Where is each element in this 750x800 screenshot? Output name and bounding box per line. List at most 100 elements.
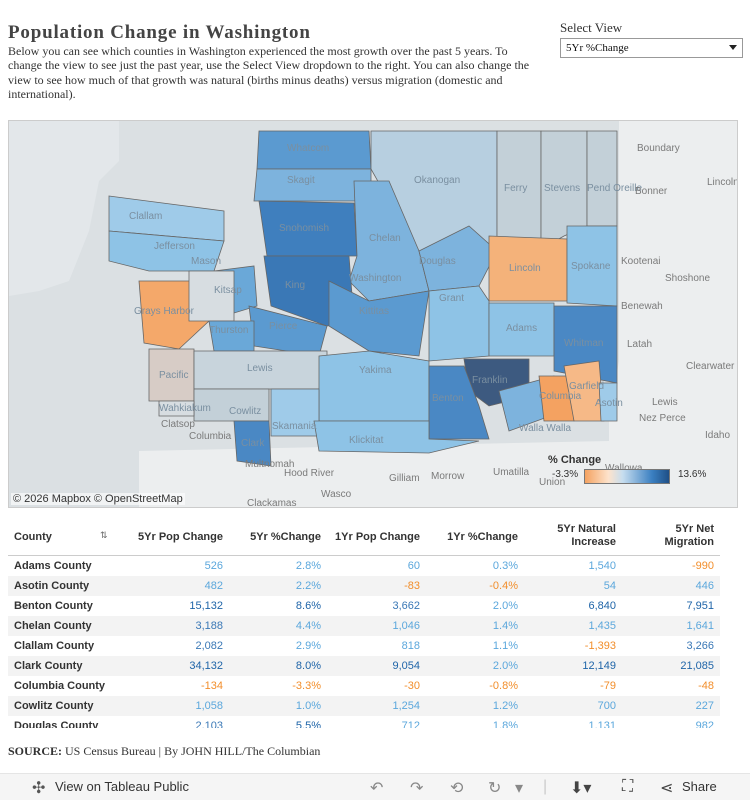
county-name: Columbia County bbox=[14, 680, 106, 692]
map-label: Skagit bbox=[287, 175, 315, 186]
table-cell: 700 bbox=[597, 700, 616, 712]
pause-icon[interactable]: ▾ bbox=[515, 780, 524, 797]
county-kittitas bbox=[328, 280, 430, 357]
column-header-5yr-natural-increase[interactable]: 5Yr Natural Increase bbox=[557, 523, 616, 548]
map-label: Nez Perce bbox=[639, 413, 686, 424]
map-attribution[interactable]: © 2026 Mapbox © OpenStreetMap bbox=[11, 493, 185, 505]
map-label: Yakima bbox=[359, 365, 392, 376]
county-map[interactable]: Whatcom Skagit Okanogan Ferry Stevens Pe… bbox=[8, 120, 738, 508]
table-cell: 0.3% bbox=[492, 560, 518, 572]
table-row[interactable]: Clallam County 2,082 2.9% 818 1.1% -1,393 3,26… bbox=[8, 636, 720, 656]
column-header-1yr-pop-change[interactable]: 1Yr Pop Change bbox=[335, 531, 420, 543]
tableau-toolbar: ✣ View on Tableau Public ↶ ↷ ⟲ ↻ ▾ | ⬇▾ … bbox=[0, 773, 750, 800]
table-cell: 446 bbox=[695, 580, 714, 592]
map-label: Benewah bbox=[621, 301, 663, 312]
table-row[interactable]: Clark County 34,132 8.0% 9,054 2.0% 12,149 21,… bbox=[8, 656, 720, 676]
select-view-value: 5Yr %Change bbox=[566, 42, 629, 54]
county-douglas bbox=[418, 225, 498, 292]
map-label: Columbia bbox=[539, 391, 582, 402]
county-name: Cowlitz County bbox=[14, 700, 94, 712]
revert-icon[interactable]: ⟲ bbox=[450, 780, 464, 797]
legend-max: 13.6% bbox=[678, 469, 707, 480]
fullscreen-icon[interactable]: ⛶ bbox=[622, 778, 634, 795]
table-row[interactable]: Adams County 526 2.8% 60 0.3% 1,540 -990 bbox=[8, 556, 720, 576]
map-label: Boundary bbox=[637, 143, 680, 154]
table-cell: 526 bbox=[204, 560, 223, 572]
column-header-5yr-pop-change[interactable]: 5Yr Pop Change bbox=[138, 531, 223, 543]
table-row[interactable]: Columbia County -134 -3.3% -30 -0.8% -79 -48 bbox=[8, 676, 720, 696]
tableau-logo-icon: ✣ bbox=[32, 780, 46, 797]
table-cell: 3,266 bbox=[686, 640, 714, 652]
table-cell: 227 bbox=[695, 700, 714, 712]
county-yakima bbox=[318, 350, 430, 422]
table-cell: 3,662 bbox=[392, 600, 420, 612]
map-label: Mason bbox=[191, 256, 221, 267]
select-view-dropdown[interactable]: 5Yr %Change bbox=[560, 38, 743, 58]
table-cell: 6,840 bbox=[588, 600, 616, 612]
refresh-icon[interactable]: ↻ bbox=[488, 780, 502, 797]
map-label: Stevens bbox=[544, 183, 580, 194]
table-cell: -1,393 bbox=[584, 640, 616, 652]
map-label: Klickitat bbox=[349, 435, 384, 446]
undo-icon[interactable]: ↶ bbox=[370, 780, 384, 797]
map-label: Walla Walla bbox=[519, 423, 571, 434]
table-cell: 1,058 bbox=[195, 700, 223, 712]
column-header-county[interactable]: County bbox=[14, 531, 52, 543]
table-row[interactable]: Benton County 15,132 8.6% 3,662 2.0% 6,840 7,9… bbox=[8, 596, 720, 616]
column-header-5yr-pct-change[interactable]: 5Yr %Change bbox=[250, 531, 321, 543]
table-cell: 1,254 bbox=[392, 700, 420, 712]
county-name: Douglas County bbox=[14, 720, 99, 728]
table-row[interactable]: Douglas County 2,103 5.5% 712 1.8% 1,131 982 bbox=[8, 716, 720, 728]
county-name: Chelan County bbox=[14, 620, 92, 632]
table-cell: -990 bbox=[691, 560, 714, 572]
share-icon[interactable]: ⋖ bbox=[660, 780, 674, 797]
map-label: Adams bbox=[506, 323, 537, 334]
map-label: Cowlitz bbox=[229, 406, 261, 417]
table-cell: 2.0% bbox=[492, 660, 518, 672]
map-label: Clark bbox=[241, 438, 265, 449]
column-header-1yr-pct-change[interactable]: 1Yr %Change bbox=[447, 531, 518, 543]
map-label: Wasco bbox=[321, 489, 352, 500]
table-cell: -79 bbox=[600, 680, 616, 692]
table-row[interactable]: Cowlitz County 1,058 1.0% 1,254 1.2% 700 227 bbox=[8, 696, 720, 716]
map-label: Lewis bbox=[247, 363, 273, 374]
table-cell: 7,951 bbox=[686, 600, 714, 612]
map-label: Lincoln bbox=[509, 263, 541, 274]
table-row[interactable]: Chelan County 3,188 4.4% 1,046 1.4% 1,435 1,64… bbox=[8, 616, 720, 636]
download-icon[interactable]: ⬇▾ bbox=[570, 780, 592, 797]
county-klickitat bbox=[313, 420, 480, 454]
map-label: Gilliam bbox=[389, 473, 420, 484]
county-table[interactable]: County ⇅ 5Yr Pop Change 5Yr %Change 1Yr … bbox=[8, 518, 720, 728]
map-label: Garfield bbox=[569, 381, 604, 392]
county-name: Adams County bbox=[14, 560, 92, 572]
county-asotin bbox=[598, 382, 618, 422]
idaho-area bbox=[609, 121, 737, 507]
map-label: Pend Oreille bbox=[587, 183, 642, 194]
map-label: Idaho bbox=[705, 430, 730, 441]
table-cell: 2.8% bbox=[295, 560, 321, 572]
redo-icon[interactable]: ↷ bbox=[410, 780, 424, 797]
table-cell: 2.9% bbox=[295, 640, 321, 652]
table-cell: 2,103 bbox=[195, 720, 223, 728]
table-cell: 60 bbox=[407, 560, 420, 572]
county-name: Clark County bbox=[14, 660, 83, 672]
map-label: Hood River bbox=[284, 468, 335, 479]
table-cell: 2.0% bbox=[492, 600, 518, 612]
page-title: Population Change in Washington bbox=[8, 22, 311, 43]
sort-icon[interactable]: ⇅ bbox=[100, 530, 108, 540]
chevron-down-icon bbox=[729, 45, 737, 50]
table-cell: 818 bbox=[401, 640, 420, 652]
table-cell: 1.2% bbox=[492, 700, 518, 712]
legend-gradient-bar bbox=[584, 469, 670, 484]
table-cell: 1,435 bbox=[588, 620, 616, 632]
table-row[interactable]: Asotin County 482 2.2% -83 -0.4% 54 446 bbox=[8, 576, 720, 596]
view-on-tableau-link[interactable]: View on Tableau Public bbox=[55, 779, 189, 794]
column-header-5yr-net-migration[interactable]: 5Yr Net Migration bbox=[664, 523, 715, 548]
table-cell: 9,054 bbox=[392, 660, 420, 672]
map-label: Spokane bbox=[571, 261, 611, 272]
source-label: SOURCE: bbox=[8, 744, 63, 758]
map-label: Latah bbox=[627, 339, 652, 350]
map-label: Shoshone bbox=[665, 273, 710, 284]
share-button[interactable]: Share bbox=[682, 779, 717, 794]
table-cell: -3.3% bbox=[292, 680, 321, 692]
